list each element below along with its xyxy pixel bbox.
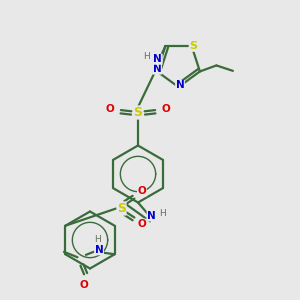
Text: H: H	[143, 52, 150, 61]
Text: O: O	[161, 104, 170, 114]
Text: S: S	[117, 202, 126, 215]
Text: O: O	[137, 219, 146, 229]
Text: N: N	[176, 80, 184, 91]
Text: H: H	[160, 208, 166, 217]
Text: N: N	[95, 245, 103, 255]
Text: O: O	[80, 280, 88, 290]
Text: O: O	[137, 186, 146, 196]
Text: H: H	[94, 235, 101, 244]
Text: N: N	[153, 54, 162, 64]
Text: N: N	[147, 211, 156, 221]
Text: S: S	[189, 41, 197, 51]
Text: S: S	[134, 106, 142, 119]
Text: N: N	[153, 64, 161, 74]
Text: O: O	[106, 104, 115, 114]
